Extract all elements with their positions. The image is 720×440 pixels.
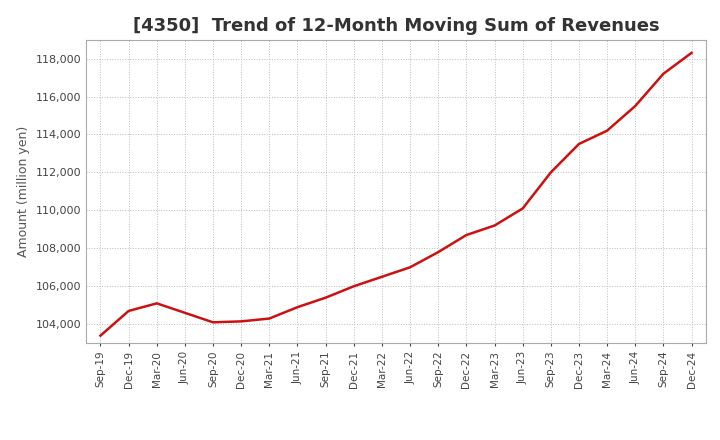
Title: [4350]  Trend of 12-Month Moving Sum of Revenues: [4350] Trend of 12-Month Moving Sum of R… <box>132 17 660 35</box>
Y-axis label: Amount (million yen): Amount (million yen) <box>17 126 30 257</box>
